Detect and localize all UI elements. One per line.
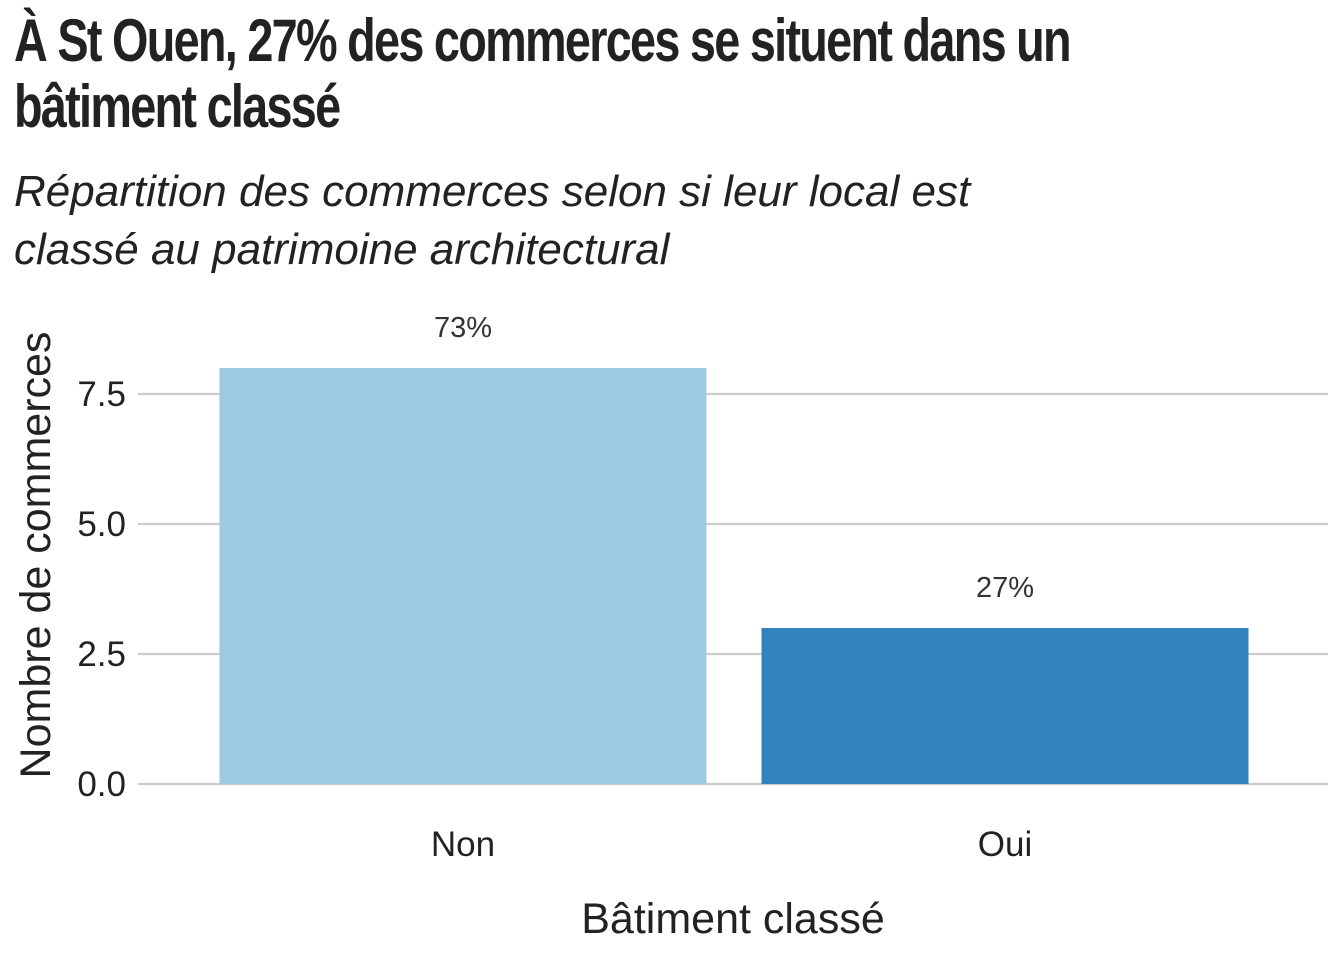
data-label-non: 73% bbox=[434, 312, 492, 344]
x-axis-ticks: Non Oui bbox=[431, 825, 1032, 864]
chart-subtitle: Répartition des commerces selon si leur … bbox=[14, 163, 1214, 279]
chart-subtitle-line-2: classé au patrimoine architectural bbox=[14, 225, 670, 274]
y-axis-title: Nombre de commerces bbox=[12, 332, 60, 779]
y-tick-label: 2.5 bbox=[77, 635, 126, 674]
bar-non bbox=[219, 368, 707, 784]
data-label-oui: 27% bbox=[976, 572, 1034, 604]
chart-title: À St Ouen, 27% des commerces se situent … bbox=[14, 7, 1072, 140]
x-tick-label-oui: Oui bbox=[978, 825, 1032, 864]
y-tick-label: 0.0 bbox=[77, 765, 126, 804]
bars bbox=[219, 368, 1249, 784]
bar-oui bbox=[761, 628, 1249, 784]
x-axis-title: Bâtiment classé bbox=[581, 895, 885, 943]
chart-subtitle-line-1: Répartition des commerces selon si leur … bbox=[14, 167, 971, 216]
data-labels: 73% 27% bbox=[434, 312, 1034, 604]
x-tick-label-non: Non bbox=[431, 825, 495, 864]
y-tick-label: 7.5 bbox=[77, 375, 126, 414]
y-tick-label: 5.0 bbox=[77, 505, 126, 544]
y-axis-ticks: 0.0 2.5 5.0 7.5 bbox=[77, 375, 126, 804]
chart-title-line-1: À St Ouen, 27% des commerces se situent … bbox=[14, 7, 1072, 74]
chart-title-line-2: bâtiment classé bbox=[14, 73, 341, 140]
